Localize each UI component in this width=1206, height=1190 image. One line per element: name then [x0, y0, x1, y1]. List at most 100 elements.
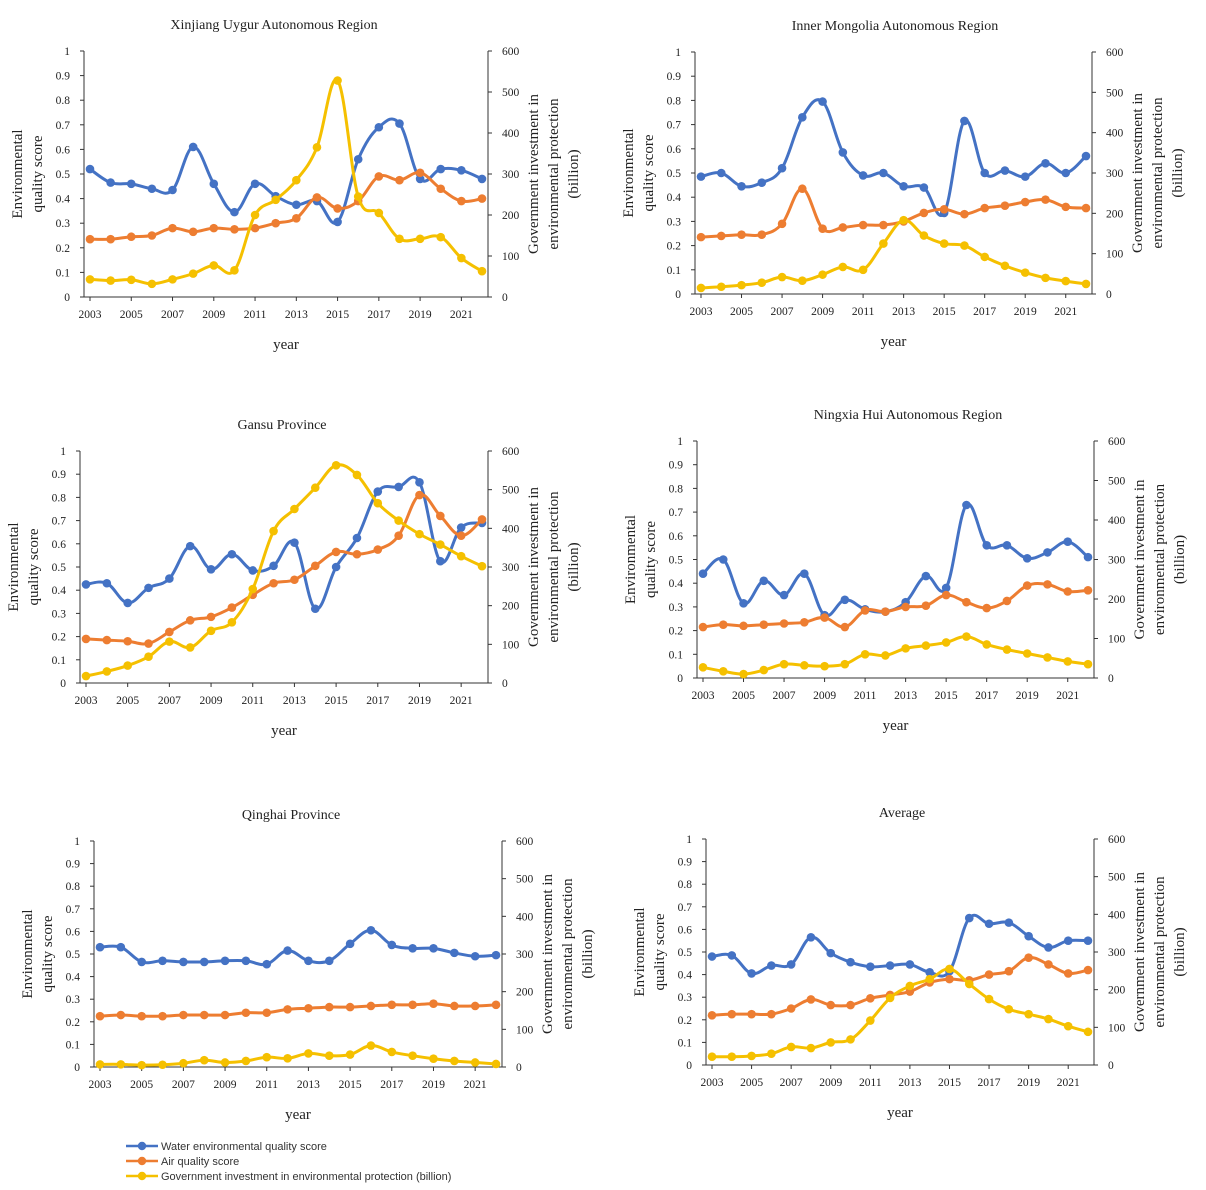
- point-water: [429, 944, 438, 953]
- point-investment: [779, 659, 789, 669]
- point-water: [345, 939, 355, 949]
- point-air: [312, 193, 322, 202]
- series-air: [696, 184, 1091, 242]
- point-air: [250, 223, 260, 233]
- y2-tick-label: 0: [1106, 289, 1112, 301]
- point-investment: [879, 239, 888, 248]
- point-air: [919, 208, 929, 218]
- x-tick-label: 2011: [241, 695, 264, 707]
- point-water: [227, 549, 237, 559]
- y2-axis-label: Government investment in environmental pr…: [540, 874, 596, 1034]
- x-tick-label: 2015: [325, 695, 348, 707]
- point-investment: [352, 470, 362, 480]
- point-investment: [85, 275, 95, 284]
- x-tick-label: 2013: [297, 1079, 320, 1091]
- x-tick-label: 2015: [339, 1079, 362, 1091]
- x-tick-label: 2005: [130, 1079, 153, 1091]
- point-water: [331, 562, 341, 572]
- point-air: [798, 184, 807, 194]
- x-tick-label: 2003: [690, 306, 713, 318]
- y2-tick-label: 200: [1108, 985, 1126, 997]
- y-tick-label: 0.1: [667, 265, 682, 277]
- point-investment: [374, 208, 384, 218]
- point-air: [941, 590, 951, 600]
- point-investment: [960, 241, 969, 250]
- x-tick-label: 2013: [285, 309, 308, 321]
- y2-tick-label: 200: [516, 987, 534, 999]
- series-water: [696, 97, 1091, 218]
- y-tick-label: 0.8: [52, 492, 67, 504]
- point-investment: [429, 1054, 438, 1064]
- series-investment: [696, 215, 1091, 293]
- y2-tick-label: 300: [516, 949, 534, 961]
- point-air: [696, 232, 706, 242]
- point-investment: [137, 1060, 146, 1070]
- point-investment: [945, 964, 954, 974]
- y-tick-label: 0.5: [678, 947, 693, 959]
- point-air: [333, 204, 342, 213]
- point-air: [881, 607, 890, 616]
- point-water: [188, 142, 198, 152]
- y-tick-label: 1: [686, 834, 692, 846]
- point-investment: [1063, 1021, 1073, 1031]
- y-tick-label: 0.1: [669, 649, 684, 661]
- y-tick-label: 0: [60, 678, 66, 690]
- point-water: [262, 959, 272, 969]
- point-investment: [477, 266, 487, 276]
- y-tick-label: 0.4: [66, 972, 81, 984]
- x-tick-label: 2009: [200, 695, 223, 707]
- x-tick-label: 2017: [973, 306, 996, 318]
- point-water: [1043, 548, 1052, 557]
- point-water: [1083, 552, 1093, 562]
- point-air: [826, 1000, 836, 1010]
- y2-tick-label: 500: [516, 874, 534, 886]
- point-investment: [925, 974, 934, 984]
- point-air: [304, 1003, 313, 1013]
- point-air: [960, 209, 969, 219]
- point-investment: [806, 1043, 816, 1053]
- point-water: [206, 565, 216, 574]
- x-tick-label: 2015: [935, 690, 958, 702]
- point-air: [116, 1010, 126, 1020]
- y-tick-label: 0.5: [669, 555, 684, 567]
- point-water: [696, 172, 706, 181]
- y-tick-label: 0.3: [66, 994, 81, 1006]
- point-air: [1061, 202, 1071, 212]
- point-air: [879, 220, 888, 230]
- point-investment: [366, 1041, 376, 1050]
- y-tick-label: 0.4: [669, 578, 684, 590]
- y-tick-label: 0.7: [678, 902, 693, 914]
- y-tick-label: 0.2: [669, 626, 684, 638]
- point-air: [283, 1005, 292, 1014]
- x-tick-label: 2003: [89, 1079, 112, 1091]
- point-air: [81, 634, 91, 644]
- point-investment: [283, 1054, 292, 1063]
- point-investment: [436, 540, 445, 549]
- point-air: [777, 219, 787, 229]
- point-water: [199, 957, 209, 967]
- point-water: [962, 500, 971, 510]
- y2-tick-label: 600: [1108, 436, 1126, 448]
- y2-tick-label: 500: [1106, 87, 1124, 99]
- y-tick-label: 0.6: [56, 144, 71, 156]
- point-investment: [394, 516, 403, 525]
- point-investment: [456, 551, 466, 561]
- point-investment: [800, 661, 809, 670]
- y-tick-label: 0.3: [52, 608, 67, 620]
- point-investment: [818, 270, 827, 279]
- series-air: [81, 490, 487, 648]
- y2-tick-label: 100: [502, 251, 520, 263]
- point-air: [147, 231, 157, 240]
- point-air: [1022, 581, 1032, 590]
- y-tick-label: 0.1: [678, 1037, 693, 1049]
- point-water: [759, 576, 769, 586]
- y2-tick-label: 600: [502, 46, 520, 58]
- point-water: [737, 182, 746, 191]
- point-investment: [333, 76, 342, 85]
- point-air: [292, 213, 301, 223]
- point-air: [477, 515, 487, 524]
- point-water: [1061, 168, 1071, 178]
- x-tick-label: 2005: [740, 1077, 763, 1089]
- point-water: [919, 183, 929, 192]
- point-air: [394, 531, 403, 540]
